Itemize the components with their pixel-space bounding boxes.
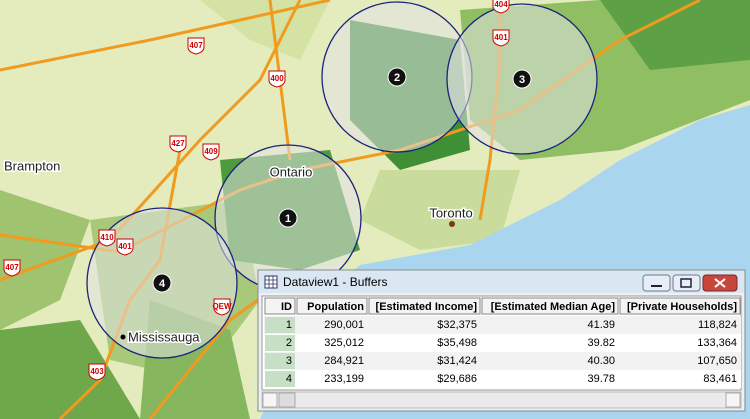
table-cell: 290,001 (324, 319, 364, 331)
table-row[interactable] (264, 370, 741, 388)
table-row[interactable] (264, 316, 741, 334)
id-cell (265, 371, 295, 387)
table-cell: $31,424 (437, 355, 477, 367)
column-header[interactable] (368, 297, 481, 315)
table-cell: 133,364 (697, 337, 737, 349)
buffer-marker (278, 208, 298, 228)
table-row[interactable] (264, 334, 741, 352)
highway-label: 407 (189, 41, 203, 50)
highway-label: 401 (118, 242, 132, 251)
column-header-label: Population (307, 301, 364, 313)
place-label: Toronto (429, 205, 472, 220)
place-label: Mississauga (128, 329, 200, 344)
highway-label: 404 (494, 0, 508, 9)
id-cell (265, 317, 295, 333)
table-cell: 4 (286, 373, 292, 385)
table-cell: 83,461 (703, 373, 737, 385)
highway-shield (213, 298, 231, 316)
table-cell: $35,498 (437, 337, 477, 349)
horizontal-scrollbar[interactable] (261, 391, 742, 409)
maximize-button[interactable] (672, 274, 701, 292)
table-cell: $29,686 (437, 373, 477, 385)
place-label: Ontario (270, 164, 313, 179)
highway-label: 400 (270, 74, 284, 83)
highway-label: 427 (171, 139, 185, 148)
highway-shield (268, 70, 286, 88)
highway-shield (202, 143, 220, 161)
place-label: Brampton (4, 158, 60, 173)
window-title: Dataview1 - Buffers (283, 275, 388, 289)
table-cell: 39.78 (587, 373, 615, 385)
table-cell: 118,824 (698, 319, 737, 331)
column-header[interactable] (296, 297, 368, 315)
table-cell: 40.30 (587, 355, 615, 367)
highway-label: 407 (5, 263, 19, 272)
highway-label: 410 (100, 233, 114, 242)
buffer-number: 2 (394, 72, 400, 84)
highway-shield (492, 29, 510, 47)
dataview-window: Dataview1 - Buffers ID Population [Estimat… (257, 269, 746, 412)
table-cell: 39.82 (587, 337, 615, 349)
table-cell: 3 (286, 355, 292, 367)
highway-shield (492, 0, 510, 14)
buffer-number: 3 (519, 74, 525, 86)
table-cell: 1 (286, 319, 292, 331)
highway-shield (187, 37, 205, 55)
buffer-number: 4 (159, 278, 166, 290)
highway-label: 409 (204, 147, 218, 156)
highway-label: QEW (212, 302, 232, 311)
table-cell: 233,199 (324, 373, 364, 385)
table-cell: 325,012 (324, 337, 364, 349)
table-cell: 41.39 (587, 319, 615, 331)
column-header-label: ID (281, 301, 292, 313)
highway-label: 401 (494, 33, 508, 42)
table-cell: $32,375 (437, 319, 477, 331)
table-cell: 2 (286, 337, 292, 349)
highway-shield (116, 238, 134, 256)
buffer-marker (512, 69, 532, 89)
column-header-label: [Private Households] (627, 301, 737, 313)
buffer-marker (387, 67, 407, 87)
minimize-button[interactable] (642, 274, 671, 292)
buffer-marker (152, 273, 172, 293)
table-cell: 107,650 (697, 355, 737, 367)
highway-label: 403 (90, 367, 104, 376)
highway-shield (98, 229, 116, 247)
column-header-label: [Estimated Income] (376, 301, 478, 313)
column-header[interactable] (264, 297, 296, 315)
highway-shield (88, 363, 106, 381)
buffer-number: 1 (285, 213, 291, 225)
table-row[interactable] (264, 352, 741, 370)
column-header[interactable] (481, 297, 619, 315)
column-header-label: [Estimated Median Age] (491, 301, 616, 313)
highway-shield (169, 135, 187, 153)
id-cell (265, 353, 295, 369)
id-cell (265, 335, 295, 351)
column-header[interactable] (619, 297, 741, 315)
table-cell: 284,921 (324, 355, 364, 367)
highway-shield (3, 259, 21, 277)
